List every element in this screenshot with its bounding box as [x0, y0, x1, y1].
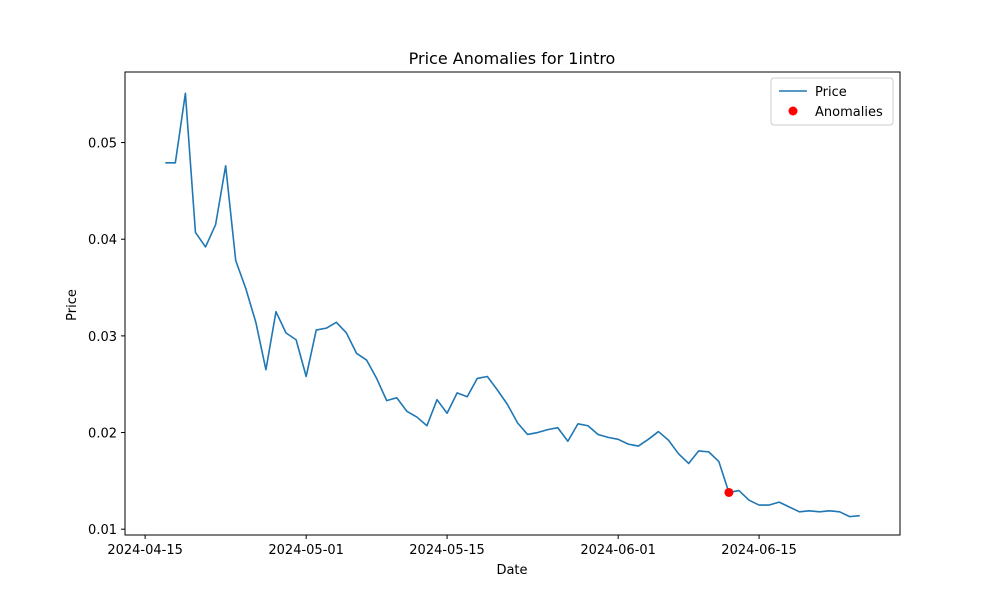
price-series-line: [165, 92, 860, 518]
plot-area: 0.01 0.02 0.03 0.04 0.05 2024-04-15 2024-05-01…: [88, 71, 901, 558]
y-axis-label: Price: [65, 289, 80, 321]
y-tick-label: 0.03: [88, 330, 117, 345]
x-tick-label: 2024-05-15: [409, 543, 485, 558]
x-tick-label: 2024-06-01: [580, 543, 656, 558]
axes-frame: [124, 71, 901, 536]
x-tick-label: 2024-06-15: [721, 543, 797, 558]
chart-title: Price Anomalies for 1intro: [409, 49, 616, 68]
y-tick-label: 0.02: [88, 427, 117, 442]
y-tick-label: 0.05: [88, 137, 117, 152]
x-tick-label: 2024-05-01: [268, 543, 344, 558]
anomaly-point: [724, 487, 734, 497]
y-tick-label: 0.01: [88, 523, 117, 538]
legend: Price Anomalies: [770, 77, 894, 126]
legend-marker-swatch: [788, 106, 798, 116]
legend-entry-label: Anomalies: [815, 105, 883, 120]
legend-entry-label: Price: [815, 85, 847, 100]
x-tick-label: 2024-04-15: [107, 543, 183, 558]
y-tick-label: 0.04: [88, 233, 117, 248]
x-axis-label: Date: [496, 563, 527, 578]
legend-box: [770, 77, 894, 126]
